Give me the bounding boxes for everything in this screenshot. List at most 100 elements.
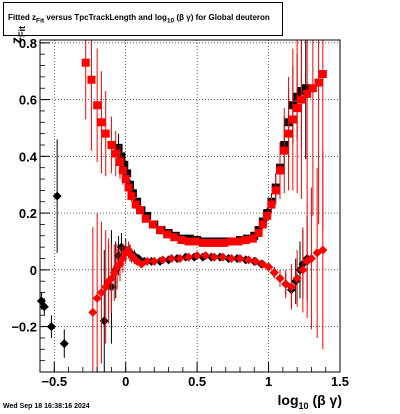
data-point <box>241 236 250 245</box>
data-point <box>127 192 136 201</box>
data-point <box>163 230 172 239</box>
data-point <box>101 129 110 138</box>
data-point <box>209 252 219 262</box>
data-point <box>298 265 308 275</box>
chart-title: Fitted zFit versus TpcTrackLength and lo… <box>8 13 270 25</box>
data-point <box>156 226 164 235</box>
data-point <box>149 256 159 266</box>
tick-layer: −0.5 0 0.5 1 1.5 −0.2 0 0.2 0.4 0.6 0.8 <box>11 36 349 389</box>
data-point <box>293 104 302 113</box>
data-point <box>267 200 276 209</box>
x-axis-label: log10 (β γ) <box>278 392 342 411</box>
x-tick-label: 1 <box>265 374 272 389</box>
data-point <box>111 149 120 158</box>
data-point <box>148 220 157 229</box>
y-axis-label: zFit <box>8 26 27 44</box>
data-point <box>254 228 263 237</box>
data-point <box>191 237 200 246</box>
data-point <box>59 339 69 349</box>
data-point <box>213 238 222 247</box>
timestamp-footer: Wed Sep 18 16:38:16 2024 <box>3 403 90 410</box>
data-point <box>314 78 323 87</box>
data-point <box>117 152 126 161</box>
data-point <box>177 236 186 245</box>
data-point <box>251 256 261 266</box>
data-point <box>234 237 243 246</box>
data-point <box>88 307 98 317</box>
x-axis-label-sub: 10 <box>298 401 309 411</box>
x-tick-label: 1.5 <box>331 374 349 389</box>
x-tick-label: 0.5 <box>188 374 206 389</box>
data-point <box>170 233 179 242</box>
data-point <box>226 253 236 263</box>
data-point <box>184 237 193 246</box>
data-point <box>264 262 274 272</box>
x-axis-label-suffix: (β γ) <box>308 392 342 409</box>
data-point <box>87 75 96 84</box>
data-point <box>92 293 102 303</box>
data-point <box>301 84 310 93</box>
data-point <box>306 253 316 263</box>
data-point <box>123 169 132 178</box>
data-point <box>131 200 140 209</box>
title-suffix: (β γ) for Global deuteron <box>174 13 270 23</box>
data-point <box>116 158 124 167</box>
data-point <box>271 186 280 195</box>
data-point <box>166 253 176 263</box>
y-axis-label-main: z <box>8 37 24 44</box>
data-point <box>39 302 49 312</box>
x-tick-label: 0 <box>122 374 129 389</box>
data-point <box>198 238 207 247</box>
data-point <box>52 191 62 201</box>
data-point <box>158 255 168 265</box>
data-point <box>227 237 236 246</box>
data-point <box>97 118 106 127</box>
data-point <box>175 253 185 263</box>
data-point <box>184 252 194 262</box>
data-point <box>235 253 245 263</box>
data-point <box>286 282 296 292</box>
series-layer <box>36 40 328 372</box>
data-point <box>142 256 152 266</box>
data-point <box>206 238 214 247</box>
data-point <box>263 211 272 220</box>
data-point <box>318 245 328 255</box>
title-middle: versus TpcTrackLength and log <box>44 13 167 23</box>
x-axis-label-main: log <box>277 392 299 409</box>
title-sub: Fit <box>36 17 45 25</box>
y-tick-label: 0.8 <box>19 36 37 51</box>
data-point <box>99 316 109 326</box>
data-point <box>269 268 279 278</box>
y-tick-label: 0.2 <box>19 206 37 221</box>
data-point <box>220 238 229 247</box>
data-point <box>280 146 289 155</box>
data-point <box>107 140 116 149</box>
y-tick-label: 0.4 <box>19 149 38 164</box>
x-tick-label: −0.5 <box>41 374 67 389</box>
data-point <box>303 89 312 98</box>
data-point <box>96 288 106 298</box>
data-point <box>288 115 297 124</box>
data-point <box>218 252 228 262</box>
y-tick-label: −0.2 <box>11 320 37 335</box>
y-tick-label: 0 <box>30 263 37 278</box>
series-1 <box>81 40 327 247</box>
title-box: Fitted zFit versus TpcTrackLength and lo… <box>3 2 283 36</box>
data-point <box>201 251 211 261</box>
series-3 <box>88 150 328 372</box>
data-point <box>120 160 129 169</box>
data-point <box>118 166 127 175</box>
data-point <box>292 273 302 283</box>
data-point <box>308 84 317 93</box>
data-point <box>124 183 133 192</box>
y-axis-label-sub: Fit <box>16 26 27 37</box>
data-point <box>136 206 144 215</box>
data-point <box>276 166 284 175</box>
data-point <box>192 251 202 261</box>
data-point <box>121 175 130 184</box>
title-prefix: Fitted z <box>8 13 36 23</box>
data-point <box>284 129 293 138</box>
data-point <box>141 214 150 223</box>
data-point <box>81 58 90 67</box>
